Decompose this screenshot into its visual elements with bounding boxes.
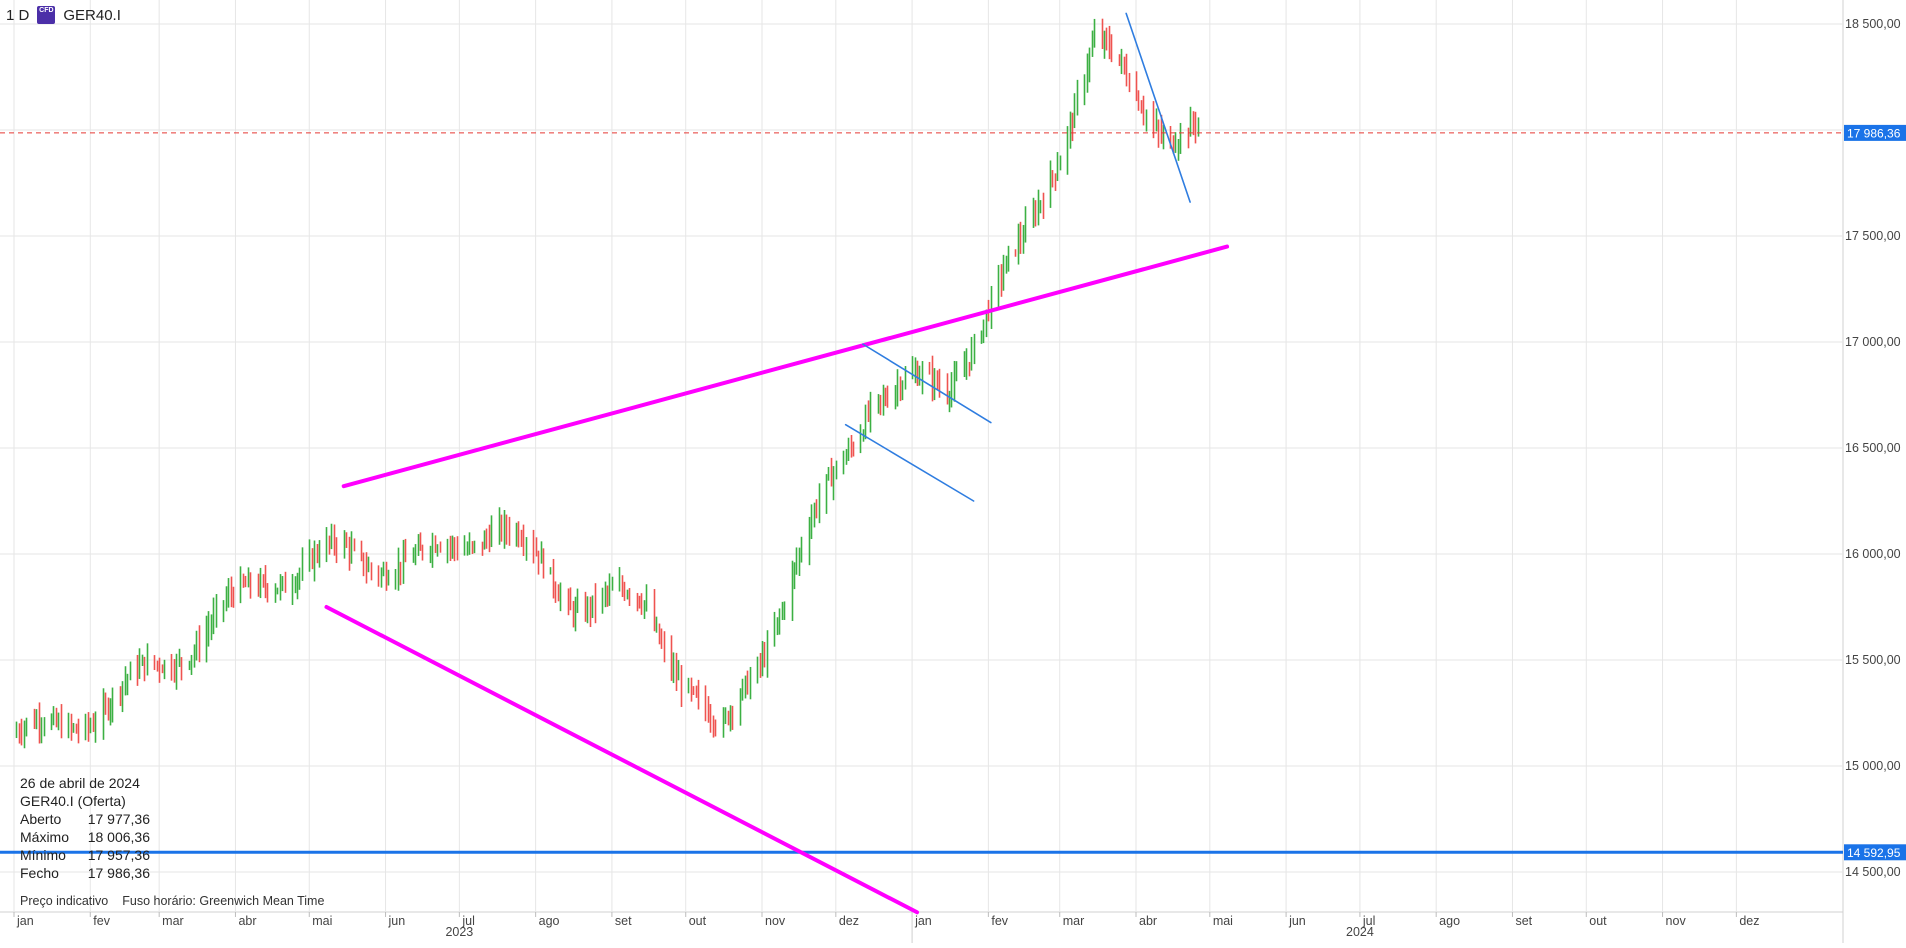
symbol-label[interactable]: GER40.I	[63, 6, 121, 24]
x-tick-label: jun	[388, 914, 406, 928]
x-tick-label: nov	[765, 914, 786, 928]
current-price-tag	[1844, 124, 1906, 141]
y-tick-label: 17 500,00	[1845, 229, 1901, 243]
y-tick-label: 16 000,00	[1845, 547, 1901, 561]
x-tick-label: ago	[1439, 914, 1460, 928]
x-tick-label: out	[1589, 914, 1607, 928]
x-tick-label: mar	[1063, 914, 1085, 928]
x-tick-label: jun	[1288, 914, 1306, 928]
chart-footer: Preço indicativo Fuso horário: Greenwich…	[20, 894, 324, 908]
trendline-lower-support	[324, 605, 920, 915]
cfd-icon: CFD	[37, 6, 56, 24]
x-tick-label: jan	[16, 914, 34, 928]
ohlc-row-low: Mínimo 17 957,36	[20, 846, 150, 864]
x-tick-label: nov	[1666, 914, 1687, 928]
x-tick-label: dez	[839, 914, 859, 928]
x-tick-label: abr	[238, 914, 256, 928]
ohlc-value: 18 006,36	[87, 829, 150, 845]
x-tick-label: out	[689, 914, 707, 928]
year-label: 2023	[445, 925, 473, 939]
x-tick-label: jul	[461, 914, 475, 928]
x-tick-label: abr	[1139, 914, 1157, 928]
ohlc-instrument: GER40.I (Oferta)	[20, 793, 126, 809]
year-label: 2024	[1346, 925, 1374, 939]
ohlc-label: Aberto	[20, 811, 62, 827]
ohlc-value: 17 986,36	[87, 865, 150, 881]
y-tick-label: 18 500,00	[1845, 17, 1901, 31]
x-tick-label: jan	[914, 914, 932, 928]
ohlc-row-high: Máximo 18 006,36	[20, 828, 150, 846]
trendline-flag-lower	[844, 423, 975, 502]
ohlc-label: Mínimo	[20, 847, 66, 863]
ohlc-row-open: Aberto 17 977,36	[20, 810, 150, 828]
y-tick-label: 16 500,00	[1845, 441, 1901, 455]
ohlc-value: 17 977,36	[87, 811, 150, 827]
trendline-short-downtrend	[1125, 12, 1191, 203]
trendline-upper-resistance	[341, 244, 1230, 489]
x-tick-label: set	[615, 914, 632, 928]
support-level-tag	[1844, 844, 1906, 861]
x-tick-label: ago	[539, 914, 560, 928]
x-tick-label: dez	[1739, 914, 1759, 928]
x-tick-label: mar	[162, 914, 184, 928]
trendline-flag-upper	[862, 343, 992, 424]
price-note: Preço indicativo	[20, 894, 109, 908]
ohlc-row-close: Fecho 17 986,36	[20, 864, 150, 882]
ohlc-info-box: 26 de abril de 2024 GER40.I (Oferta) Abe…	[20, 774, 150, 882]
y-tick-label: 15 000,00	[1845, 759, 1901, 773]
support-level-label: 14 592,95	[1847, 846, 1901, 860]
ohlc-date: 26 de abril de 2024	[20, 775, 140, 791]
y-tick-label: 15 500,00	[1845, 653, 1901, 667]
x-tick-label: fev	[93, 914, 110, 928]
chart-header: 1 D CFD GER40.I	[6, 6, 121, 24]
x-tick-label: mai	[312, 914, 332, 928]
current-price-label: 17 986,36	[1847, 126, 1901, 140]
y-tick-label: 14 500,00	[1845, 865, 1901, 879]
x-tick-label: mai	[1213, 914, 1233, 928]
ohlc-value: 17 957,36	[87, 847, 150, 863]
x-tick-label: set	[1515, 914, 1532, 928]
y-tick-label: 17 000,00	[1845, 335, 1901, 349]
x-tick-label: jul	[1362, 914, 1376, 928]
ohlc-label: Máximo	[20, 829, 70, 845]
ohlc-label: Fecho	[20, 865, 59, 881]
x-tick-label: fev	[991, 914, 1008, 928]
timezone-note: Fuso horário: Greenwich Mean Time	[122, 894, 325, 908]
timeframe-label[interactable]: 1 D	[6, 6, 30, 24]
